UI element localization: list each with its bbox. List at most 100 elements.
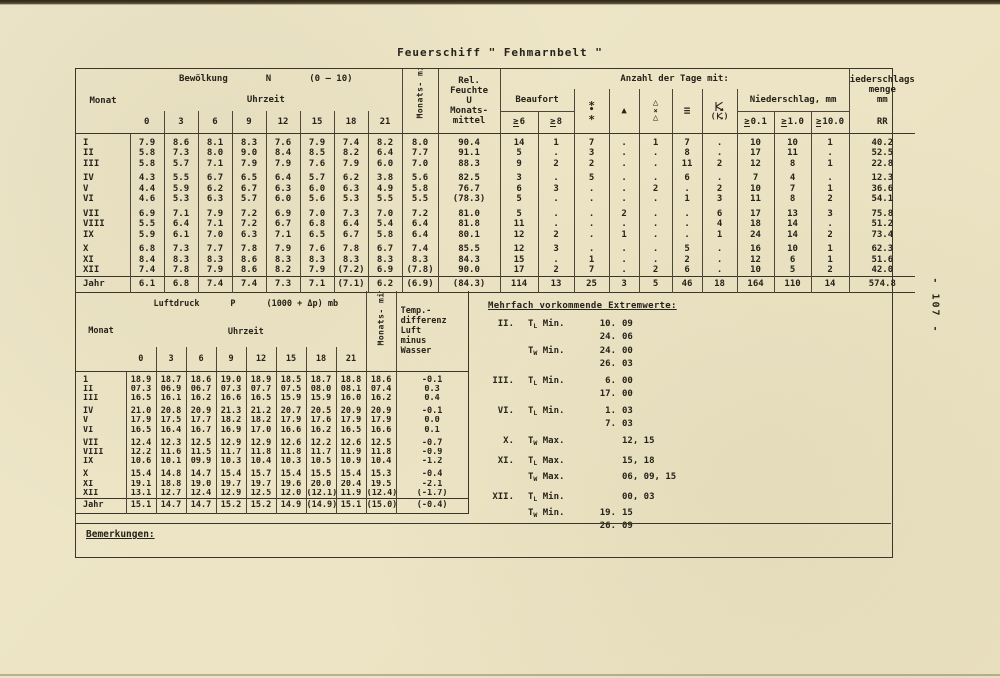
cloud-hour-value: 8.0 xyxy=(197,148,232,159)
pressure-hour-value: 16.2 xyxy=(305,425,336,435)
extremwert-month xyxy=(488,389,528,400)
temp-difference: -0.7 xyxy=(395,434,469,448)
precip-days: 6 xyxy=(773,254,812,265)
days-count: 8 xyxy=(671,148,703,159)
cloud-hour-value: 5.8 xyxy=(367,229,403,240)
pressure-monthly-mean: 11.8 xyxy=(365,447,397,458)
precip-days: 14 xyxy=(773,229,812,240)
year-row: Jahr 6.1 6.8 7.4 7.4 7.3 7.1 (7.1) 6.2 (6.9) (84.3… xyxy=(76,275,916,293)
extremwert-entry: II. TL Min. 10. 09 xyxy=(488,319,677,332)
row-month-label: IV xyxy=(76,169,131,184)
precip-days: 12 xyxy=(736,254,775,265)
table-row: VIII 12.2 11.6 11.5 11.7 11.8 11.8 11.7 11.9 11.8… xyxy=(76,447,469,458)
extremwert-month: X. xyxy=(503,436,514,446)
precip-days: 8 xyxy=(773,194,812,205)
pressure-hour-value: 09.9 xyxy=(185,457,216,467)
luftdruck-unit: (1000 + Δp) mb xyxy=(266,299,339,309)
feuchte-line: Monats- xyxy=(450,105,489,116)
cloud-hour-value: 8.4 xyxy=(129,254,164,265)
precip-days: 24 xyxy=(736,229,775,240)
precip-days: 8 xyxy=(773,158,812,169)
beaufort-ge6-col: ≥6 xyxy=(499,111,539,134)
cloud-monthly-mean: 6.4 xyxy=(401,229,439,240)
precip-days: 1 xyxy=(810,240,850,255)
days-count: . xyxy=(638,219,673,230)
pressure-hour-value: 11.5 xyxy=(185,447,216,458)
precip-days: 10 xyxy=(736,133,775,148)
cloud-hour-value: 8.5 xyxy=(299,148,334,159)
cloud-monthly-mean: 8.0 xyxy=(401,133,439,148)
squall-icon: ▲ xyxy=(608,89,640,134)
days-count: 7 xyxy=(573,133,610,148)
days-count: . xyxy=(608,194,640,205)
precip-amount: 75.8 xyxy=(848,204,916,219)
days-count: . xyxy=(537,204,575,219)
days-count: 14 xyxy=(499,133,539,148)
days-count: 2 xyxy=(537,158,575,169)
pressure-hour-value: 16.7 xyxy=(185,425,216,435)
cloud-hour-value: 7.9 xyxy=(299,133,334,148)
extremwert-time: 03 xyxy=(622,406,633,416)
extremwert-time: 15, 18 xyxy=(622,455,655,466)
days-count: . xyxy=(537,254,575,265)
pressure-monthly-mean: 10.4 xyxy=(365,457,397,467)
extremwert-entry: 7. 03 xyxy=(488,419,677,430)
extremwert-entry: 17. 00 xyxy=(488,389,677,400)
header-monat: Monat xyxy=(76,69,130,134)
extremwert-day: 1. xyxy=(605,406,616,416)
table-row: XII 7.4 7.8 7.9 8.6 8.2 7.9 (7.2) 6.9 (7.8) 90.0 17… xyxy=(76,265,916,276)
header-bewoelkung-n: N xyxy=(265,74,272,84)
precip-days: 12 xyxy=(736,158,775,169)
days-count: . xyxy=(573,204,610,219)
days-count: . xyxy=(573,219,610,230)
precip-amount: 54.1 xyxy=(848,194,916,205)
extremwert-month xyxy=(488,419,528,430)
days-count: . xyxy=(638,229,673,240)
pressure-hour-value: 12.5 xyxy=(185,434,216,448)
precip-days: 10 xyxy=(736,183,775,194)
extremwert-day xyxy=(592,456,622,469)
hour-col: 15 xyxy=(299,111,334,134)
beaufort-ge8-col: ≥8 xyxy=(537,111,575,134)
days-count: 3 xyxy=(573,148,610,159)
pressure-hour-value: 20.8 xyxy=(155,403,186,417)
days-count: 5 xyxy=(499,148,539,159)
extremwert-time: 00 xyxy=(622,388,633,399)
extremwert-month xyxy=(488,508,528,521)
cloud-hour-value: 8.3 xyxy=(265,254,300,265)
cloud-hour-value: 7.0 xyxy=(197,229,232,240)
humidity-mean: 91.1 xyxy=(437,148,501,159)
humidity-mean: 88.3 xyxy=(437,158,501,169)
hour-col: 3 xyxy=(155,347,186,372)
triangle-open-glyph: △ xyxy=(652,98,659,109)
extremwert-month: XII. xyxy=(492,491,514,502)
pressure-hour-value: 10.5 xyxy=(305,457,336,467)
extremwert-day: 10. xyxy=(599,319,616,329)
humidity-mean: 81.0 xyxy=(437,204,501,219)
pressure-hour-value: 10.9 xyxy=(335,457,367,467)
precip-amount: 51.2 xyxy=(848,219,916,230)
fog-icon: ≡ xyxy=(671,89,703,134)
cloud-hour-value: 8.3 xyxy=(299,254,334,265)
pressure-hour-value: 15.4 xyxy=(215,466,246,480)
cloud-hour-value: 6.3 xyxy=(231,229,266,240)
days-count: . xyxy=(608,183,640,194)
cloud-hour-value: 6.0 xyxy=(367,158,403,169)
table-row: VI 4.6 5.3 6.3 5.7 6.0 5.6 5.3 5.5 5.5 (78.3) 5....… xyxy=(76,194,916,205)
precip-ge100-col: ≥10.0 xyxy=(810,111,850,134)
precip-amount: 42.0 xyxy=(848,265,916,276)
cloud-hour-value: 6.0 xyxy=(299,183,334,194)
pressure-hour-value: 10.3 xyxy=(275,457,306,467)
extremwert-param: TL Min. xyxy=(528,406,565,417)
extremwert-entry: 26. 03 xyxy=(488,359,677,370)
cloud-hour-value: 7.8 xyxy=(231,240,266,255)
cloud-hour-value: 7.8 xyxy=(333,240,368,255)
extremwerte-section: Mehrfach vorkommende Extremwerte: II. TL … xyxy=(488,301,677,531)
extremwert-entry: 26. 09 xyxy=(488,521,677,532)
extremwert-day: 6. xyxy=(605,376,616,386)
temp-difference: (-1.7) xyxy=(395,488,469,499)
pressure-hour-value: 11.6 xyxy=(155,447,186,458)
days-count: 5 xyxy=(573,169,610,184)
pressure-hour-value: 10.4 xyxy=(245,457,276,467)
precip-amount: 12.3 xyxy=(848,169,916,184)
